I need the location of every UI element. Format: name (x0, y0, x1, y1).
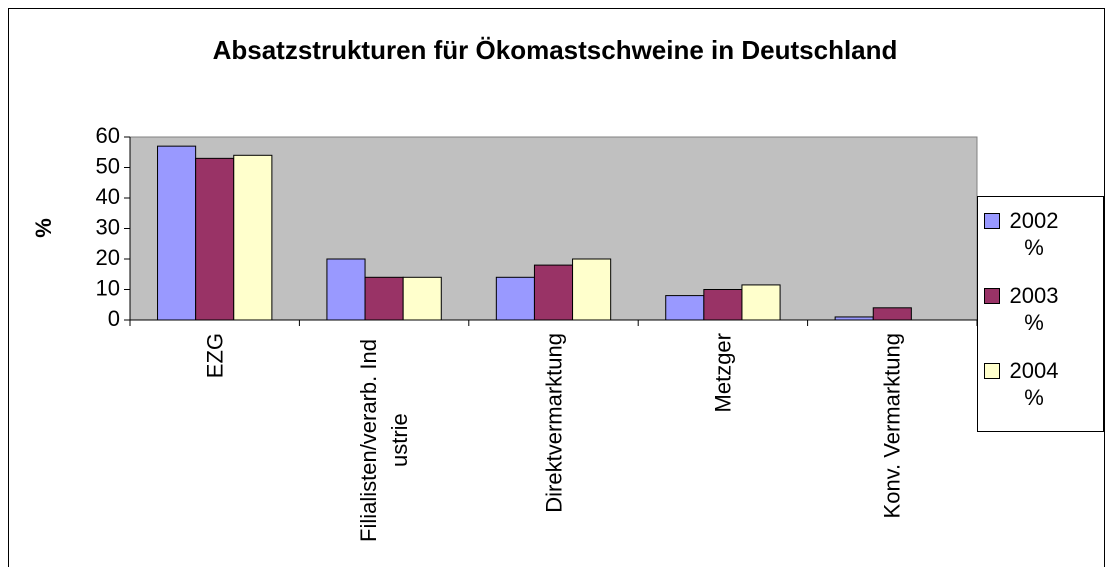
bar (402, 276, 442, 321)
legend-swatch (984, 288, 1000, 304)
y-tick-label: 40 (96, 184, 120, 209)
y-tick-label: 50 (96, 153, 120, 178)
bar (872, 307, 912, 321)
x-tick-label: Filialisten/verarb. Industrie (356, 339, 413, 542)
legend-entry: 2002 % (984, 207, 1065, 261)
bar (195, 157, 235, 321)
legend-entry: 2004 % (984, 357, 1065, 411)
legend-label: 2004 % (1009, 358, 1059, 410)
bar (364, 276, 404, 321)
y-tick-label: 60 (96, 123, 120, 148)
y-tick-label: 10 (96, 275, 120, 300)
bar (495, 276, 535, 321)
legend-swatch (984, 213, 1000, 229)
bar (157, 145, 197, 321)
bar (741, 284, 781, 321)
legend-label: 2003 % (1009, 283, 1059, 335)
y-tick-label: 30 (96, 214, 120, 239)
bar (834, 316, 874, 321)
x-tick-label: Metzger (710, 333, 736, 413)
bar (703, 289, 743, 321)
x-tick-label: EZG (202, 333, 228, 379)
legend-label: 2002 % (1009, 208, 1059, 260)
y-tick-label: 0 (108, 306, 120, 331)
x-tick-label: Konv. Vermarktung (879, 333, 905, 519)
legend-swatch (984, 363, 1000, 379)
y-axis-label: % (31, 218, 56, 238)
bar (665, 295, 705, 321)
bar (533, 264, 574, 321)
y-tick-label: 20 (96, 245, 120, 270)
bar (326, 258, 366, 321)
x-tick-label: Direktvermarktung (541, 333, 566, 513)
legend-entry: 2003 % (984, 282, 1065, 336)
bar (233, 154, 273, 321)
chart-border (8, 8, 1105, 567)
chart-title: Absatzstrukturen für Ökomastschweine in … (213, 35, 898, 65)
bar (572, 258, 612, 321)
legend: 2002 % 2003 % 2004 % (977, 196, 1104, 432)
